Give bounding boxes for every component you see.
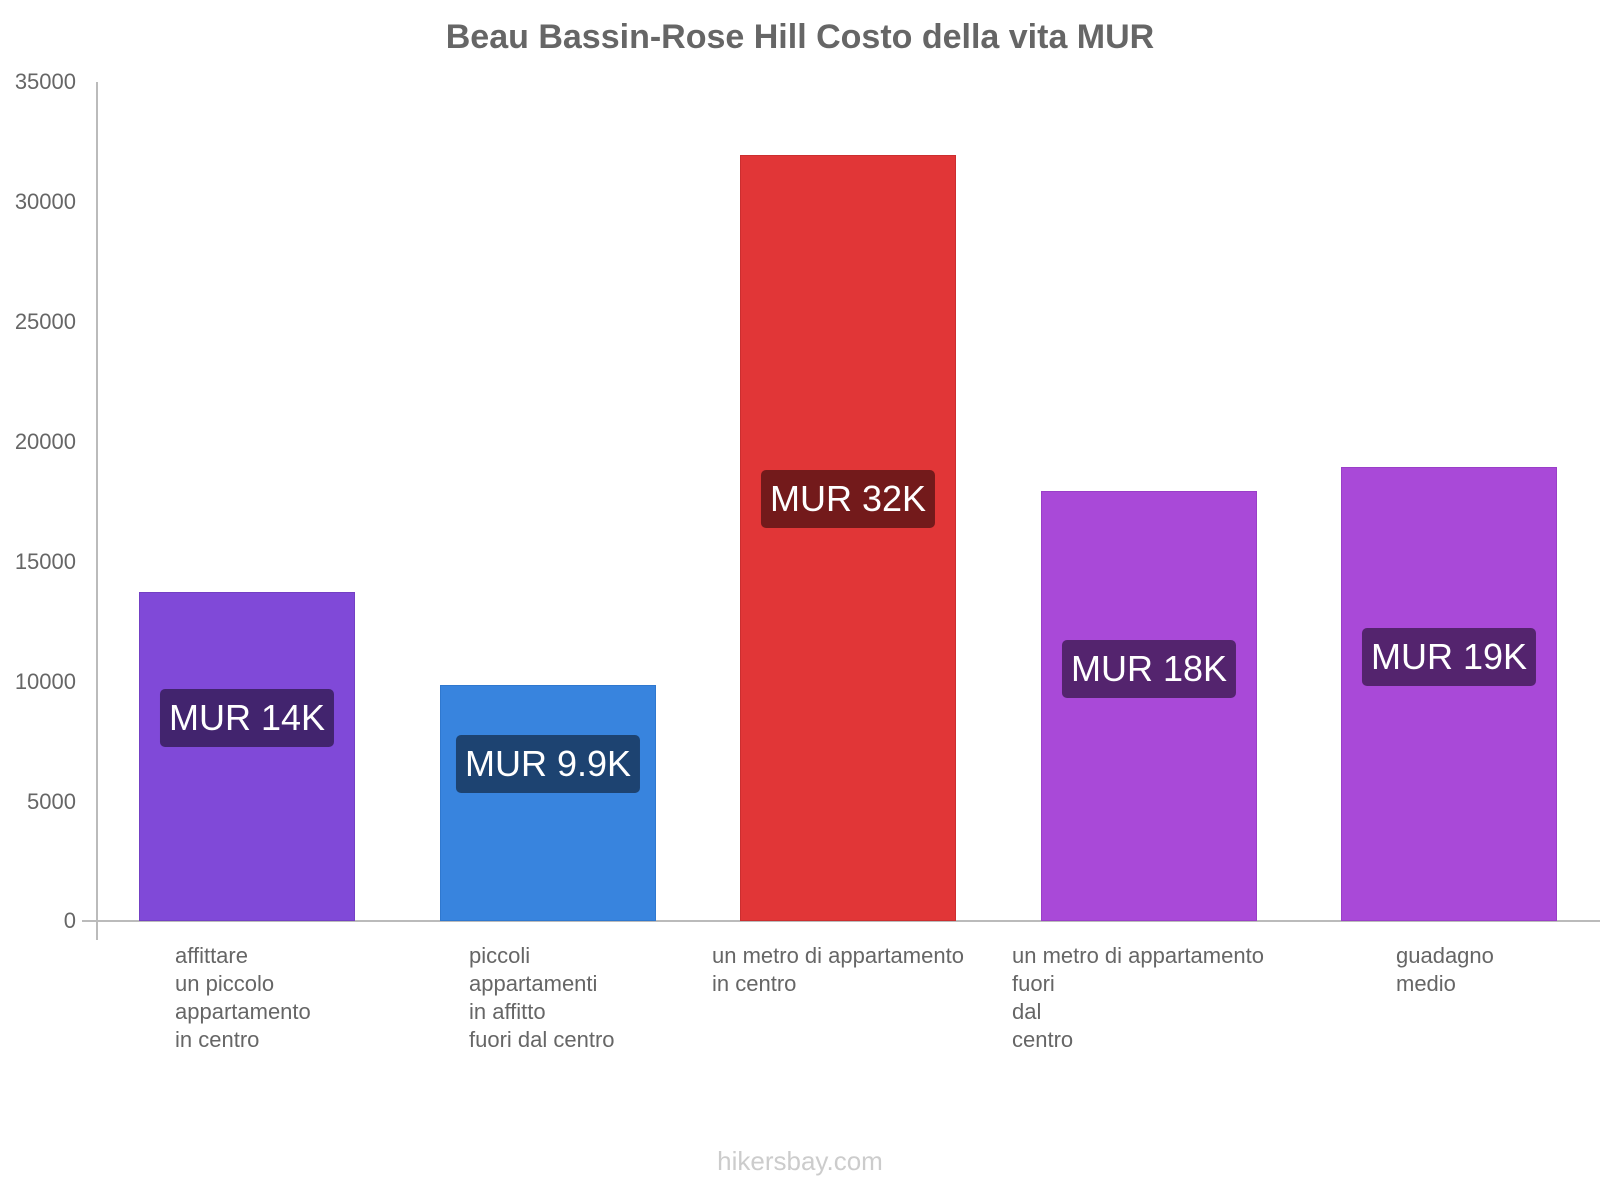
x-label-sqm-apt-center: un metro di appartamento in centro bbox=[712, 943, 964, 996]
bar-average-income[interactable]: MUR 19K bbox=[1341, 467, 1557, 921]
y-tick-35000: 35000 bbox=[14, 69, 76, 94]
bar-sqm-apt-center[interactable]: MUR 32K bbox=[740, 155, 956, 921]
x-label-rent-small-apt-center: affittare un piccolo appartamento in cen… bbox=[175, 943, 311, 1052]
x-label-small-apts-outside-center: piccoli appartamenti in affitto fuori da… bbox=[469, 943, 615, 1052]
y-tick-0: 0 bbox=[63, 908, 76, 933]
y-tick-30000: 30000 bbox=[14, 189, 76, 214]
y-tick-20000: 20000 bbox=[14, 429, 76, 454]
watermark: hikersbay.com bbox=[717, 1146, 883, 1176]
y-tick-25000: 25000 bbox=[14, 309, 76, 334]
bar-value-label: MUR 19K bbox=[1361, 628, 1537, 686]
bar-value-label: MUR 32K bbox=[760, 470, 936, 528]
bar-small-apts-outside-center[interactable]: MUR 9.9K bbox=[440, 685, 656, 921]
x-label-average-income: guadagno medio bbox=[1396, 943, 1494, 996]
bar-sqm-apt-outside-center[interactable]: MUR 18K bbox=[1041, 491, 1257, 921]
y-tick-10000: 10000 bbox=[14, 669, 76, 694]
chart-title: Beau Bassin-Rose Hill Costo della vita M… bbox=[445, 18, 1155, 56]
x-label-sqm-apt-outside-center: un metro di appartamento fuori dal centr… bbox=[1012, 943, 1264, 1052]
y-tick-15000: 15000 bbox=[14, 549, 76, 574]
y-axis-line bbox=[96, 82, 98, 940]
bar-value-label: MUR 18K bbox=[1061, 640, 1237, 698]
bar-rent-small-apt-center[interactable]: MUR 14K bbox=[139, 592, 355, 921]
y-tick-5000: 5000 bbox=[27, 789, 76, 814]
x-axis-line bbox=[82, 920, 1600, 922]
bar-value-label: MUR 14K bbox=[159, 689, 335, 747]
bar-value-label: MUR 9.9K bbox=[455, 735, 641, 793]
